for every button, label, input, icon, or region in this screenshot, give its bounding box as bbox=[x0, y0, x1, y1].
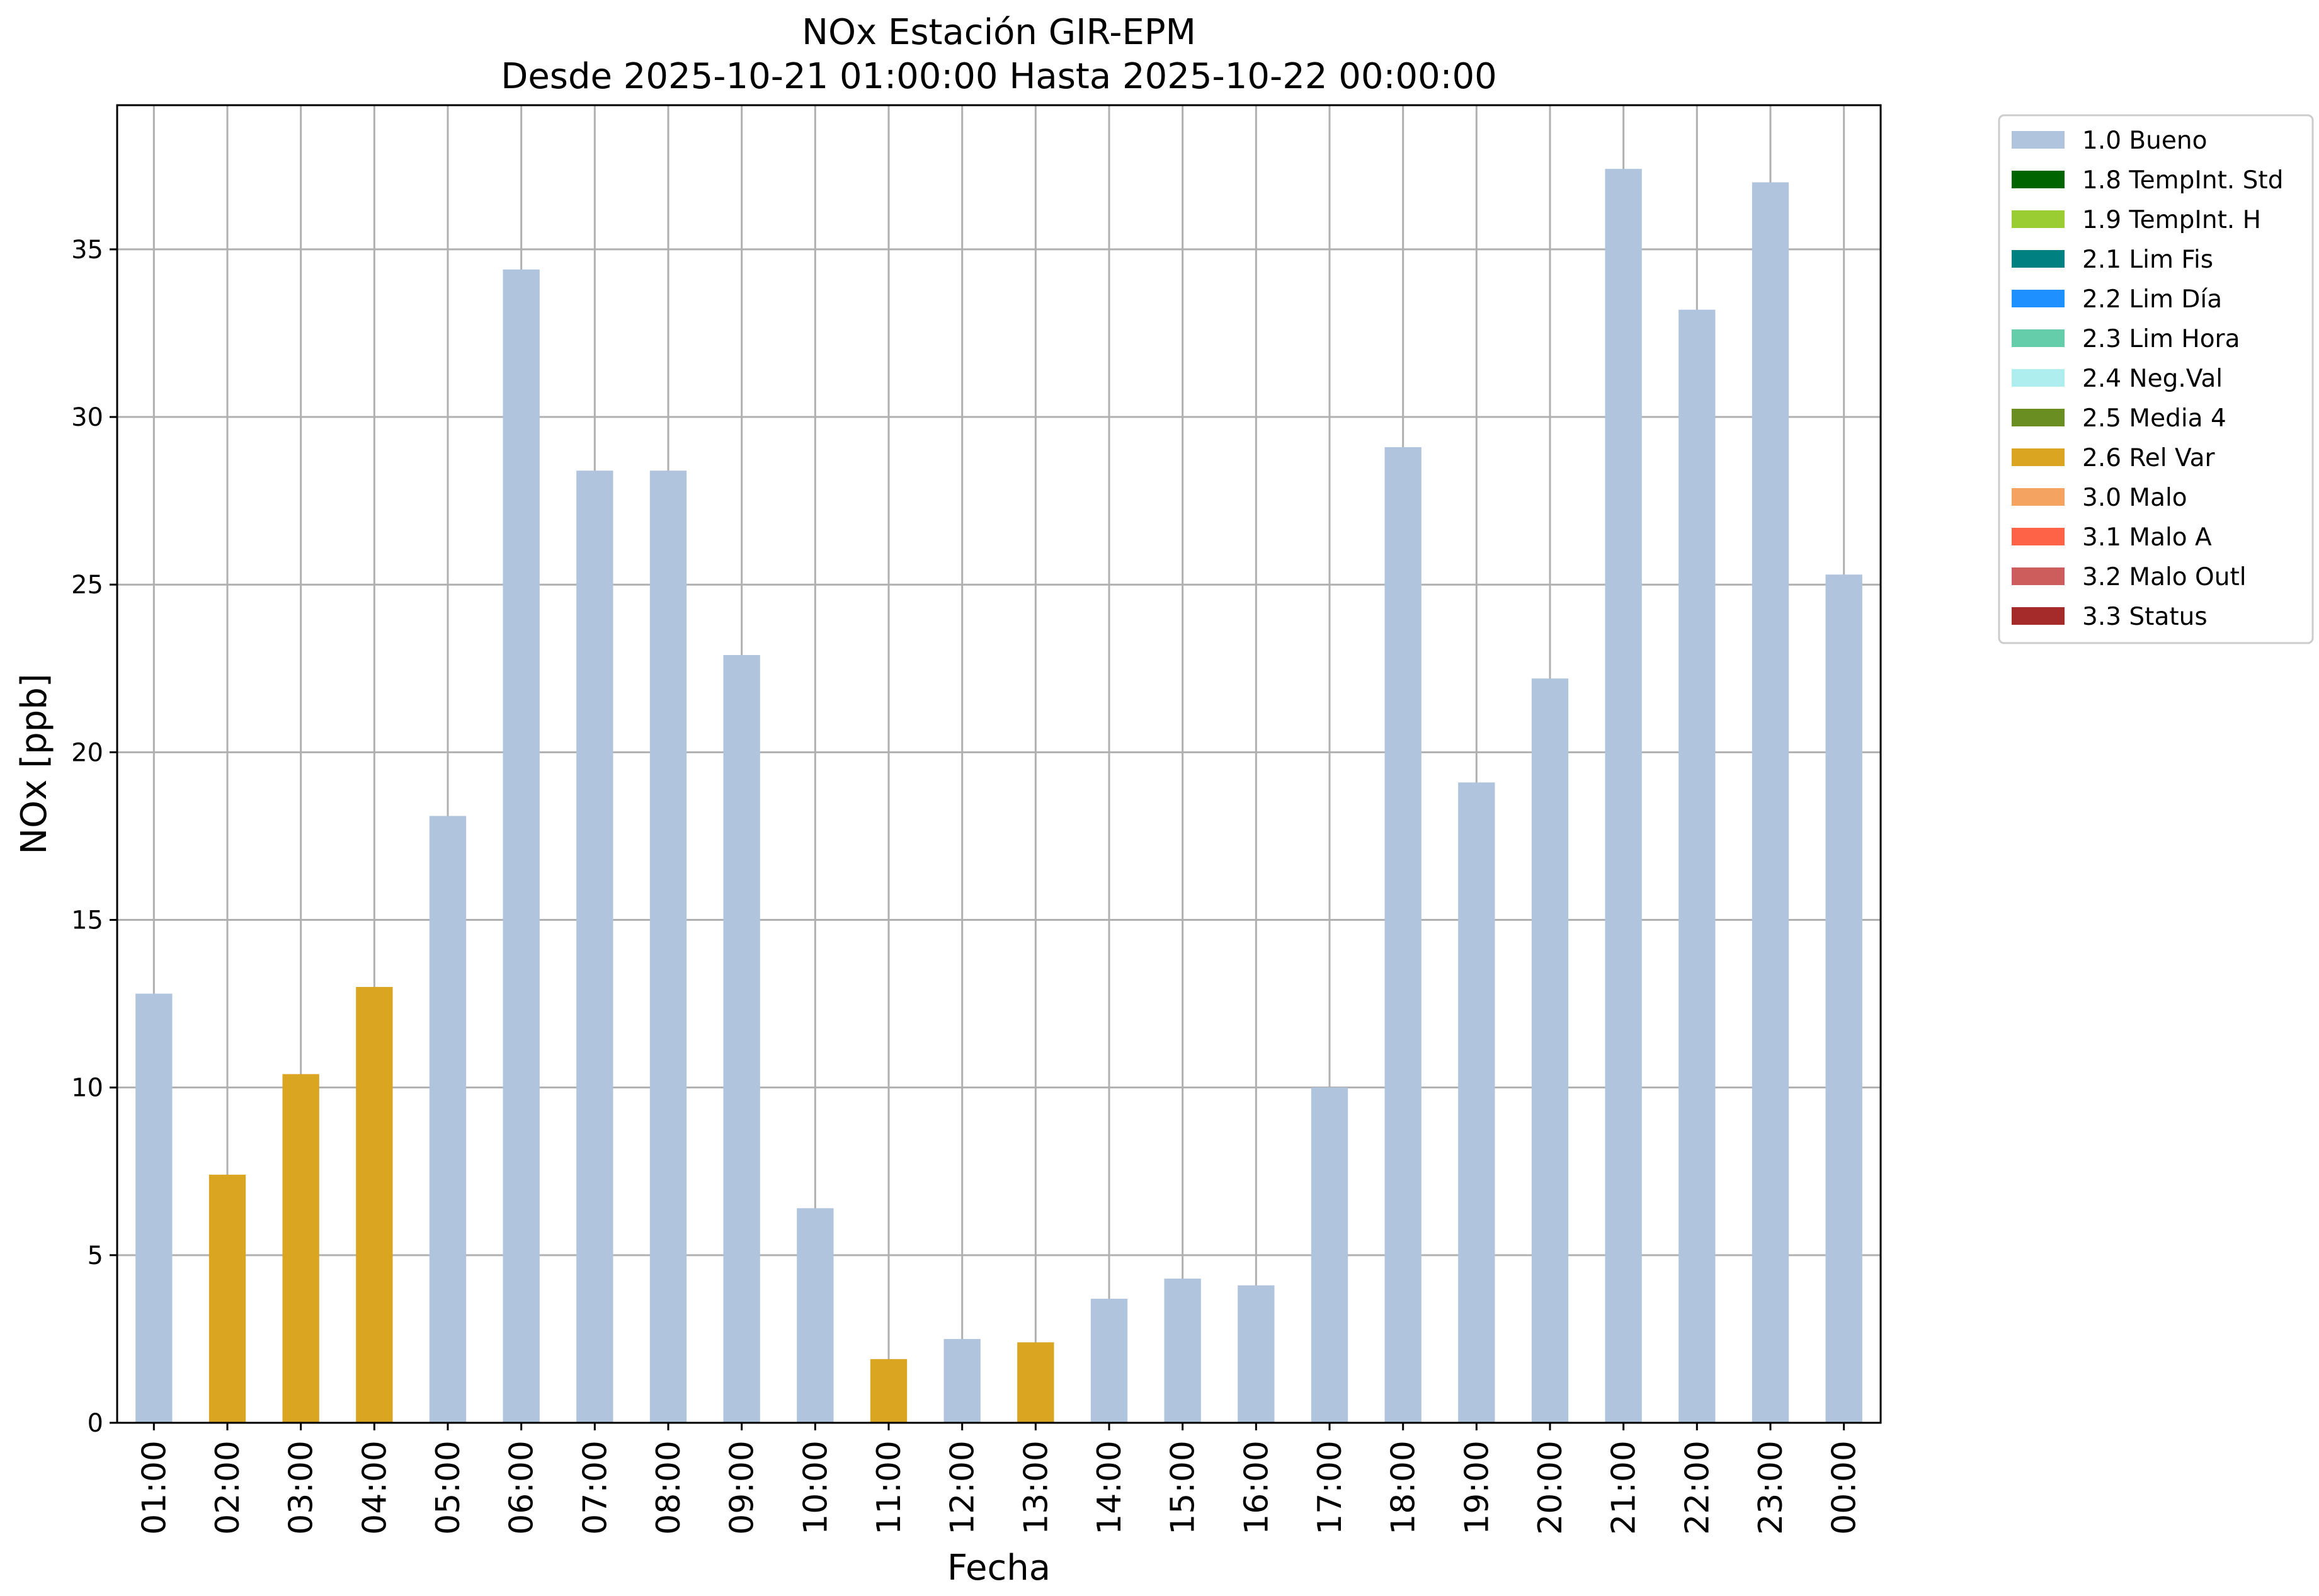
legend: 1.0 Bueno 1.8 TempInt. Std 1.9 TempInt. H 2… bbox=[1998, 114, 2314, 644]
bar-0200 bbox=[208, 1175, 246, 1423]
y-tick-label: 10 bbox=[71, 1074, 103, 1103]
legend-swatch-2.6 bbox=[2012, 448, 2065, 466]
legend-label-3.1: 3.1 Malo A bbox=[2082, 523, 2212, 552]
bar-2100 bbox=[1605, 169, 1642, 1423]
legend-label-2.1: 2.1 Lim Fis bbox=[2082, 246, 2213, 274]
x-tick-label: 03:00 bbox=[283, 1440, 321, 1535]
legend-label-3.0: 3.0 Malo bbox=[2082, 484, 2187, 512]
legend-label-2.2: 2.2 Lim Día bbox=[2082, 285, 2222, 314]
x-tick-label: 23:00 bbox=[1752, 1440, 1790, 1535]
x-tick-label: 13:00 bbox=[1017, 1440, 1055, 1535]
y-tick-label: 5 bbox=[88, 1241, 103, 1270]
x-axis: 01:00 02:00 03:00 04:00 05:00 06:00 07:00 08:00… bbox=[135, 1423, 1864, 1535]
legend-swatch-2.3 bbox=[2012, 329, 2065, 347]
bar-0400 bbox=[356, 986, 393, 1423]
legend-swatch-3.2 bbox=[2012, 567, 2065, 585]
legend-frame bbox=[1998, 114, 2314, 644]
bar-0000 bbox=[1825, 574, 1862, 1423]
bar-1500 bbox=[1164, 1279, 1201, 1423]
x-tick-label: 22:00 bbox=[1678, 1440, 1716, 1535]
legend-swatch-2.2 bbox=[2012, 290, 2065, 307]
x-axis-title: Fecha bbox=[947, 1548, 1051, 1588]
bar-2000 bbox=[1531, 678, 1569, 1423]
bar-1100 bbox=[870, 1359, 908, 1423]
x-tick-label: 04:00 bbox=[356, 1440, 394, 1535]
bar-1900 bbox=[1458, 782, 1495, 1423]
bar-1000 bbox=[797, 1208, 834, 1423]
plot-frame bbox=[116, 104, 1882, 1424]
legend-label-1.9: 1.9 TempInt. H bbox=[2082, 206, 2261, 234]
legend-swatch-3.1 bbox=[2012, 528, 2065, 545]
legend-swatch-3.3 bbox=[2012, 607, 2065, 625]
bar-1700 bbox=[1311, 1087, 1348, 1423]
x-tick-label: 14:00 bbox=[1091, 1440, 1129, 1535]
x-tick-label: 06:00 bbox=[503, 1440, 541, 1535]
bars bbox=[135, 169, 1862, 1423]
y-tick-label: 25 bbox=[71, 571, 103, 600]
y-tick-label: 35 bbox=[71, 236, 103, 265]
bar-0700 bbox=[576, 470, 613, 1423]
y-tick-label: 0 bbox=[88, 1409, 103, 1438]
x-tick-label: 10:00 bbox=[797, 1440, 835, 1535]
x-tick-label: 11:00 bbox=[870, 1440, 908, 1535]
bar-0300 bbox=[282, 1074, 319, 1423]
legend-swatch-1.8 bbox=[2012, 171, 2065, 188]
y-tick-label: 30 bbox=[71, 403, 103, 432]
x-tick-label: 07:00 bbox=[576, 1440, 614, 1535]
x-tick-label: 21:00 bbox=[1605, 1440, 1643, 1535]
x-tick-label: 16:00 bbox=[1238, 1440, 1275, 1535]
legend-label-1.8: 1.8 TempInt. Std bbox=[2082, 166, 2283, 195]
bar-2200 bbox=[1678, 309, 1716, 1423]
x-tick-label: 08:00 bbox=[650, 1440, 688, 1535]
chart-subtitle: Desde 2025-10-21 01:00:00 Hasta 2025-10-… bbox=[501, 56, 1497, 97]
x-tick-label: 02:00 bbox=[209, 1440, 247, 1535]
x-tick-label: 20:00 bbox=[1532, 1440, 1570, 1535]
x-tick-label: 01:00 bbox=[135, 1440, 173, 1535]
y-tick-label: 20 bbox=[71, 738, 103, 767]
legend-label-3.2: 3.2 Malo Outl bbox=[2082, 563, 2247, 591]
bar-0800 bbox=[649, 470, 687, 1423]
legend-label-2.5: 2.5 Media 4 bbox=[2082, 404, 2226, 433]
bar-0100 bbox=[135, 993, 173, 1423]
legend-label-1.0: 1.0 Bueno bbox=[2082, 127, 2207, 155]
x-tick-label: 15:00 bbox=[1165, 1440, 1202, 1535]
bar-1800 bbox=[1384, 447, 1422, 1423]
x-tick-label: 12:00 bbox=[944, 1440, 982, 1535]
legend-swatch-3.0 bbox=[2012, 488, 2065, 506]
bar-0600 bbox=[503, 269, 540, 1423]
x-tick-label: 19:00 bbox=[1458, 1440, 1496, 1535]
y-tick-label: 15 bbox=[71, 906, 103, 935]
x-tick-label: 17:00 bbox=[1311, 1440, 1349, 1535]
legend-label-2.4: 2.4 Neg.Val bbox=[2082, 365, 2223, 393]
x-tick-label: 05:00 bbox=[430, 1440, 467, 1535]
legend-label-2.6: 2.6 Rel Var bbox=[2082, 444, 2216, 472]
bar-1200 bbox=[943, 1338, 981, 1423]
legend-label-2.3: 2.3 Lim Hora bbox=[2082, 325, 2240, 353]
legend-swatch-2.1 bbox=[2012, 250, 2065, 268]
bar-1600 bbox=[1238, 1285, 1275, 1423]
legend-swatch-2.5 bbox=[2012, 409, 2065, 426]
y-axis: 0 5 10 15 20 25 30 35 bbox=[71, 236, 117, 1438]
bar-1300 bbox=[1017, 1342, 1054, 1423]
bar-2300 bbox=[1752, 182, 1789, 1423]
legend-swatch-1.9 bbox=[2012, 210, 2065, 228]
legend-label-3.3: 3.3 Status bbox=[2082, 603, 2208, 631]
legend-swatch-2.4 bbox=[2012, 369, 2065, 387]
bar-0500 bbox=[429, 816, 467, 1423]
chart-title: NOx Estación GIR-EPM bbox=[802, 12, 1196, 53]
bar-0900 bbox=[723, 654, 760, 1423]
x-tick-label: 00:00 bbox=[1826, 1440, 1864, 1535]
x-tick-label: 18:00 bbox=[1385, 1440, 1423, 1535]
legend-swatch-1.0 bbox=[2012, 131, 2065, 149]
x-tick-label: 09:00 bbox=[724, 1440, 761, 1535]
y-axis-title: NOx [ppb] bbox=[14, 673, 55, 854]
bar-1400 bbox=[1090, 1299, 1128, 1423]
